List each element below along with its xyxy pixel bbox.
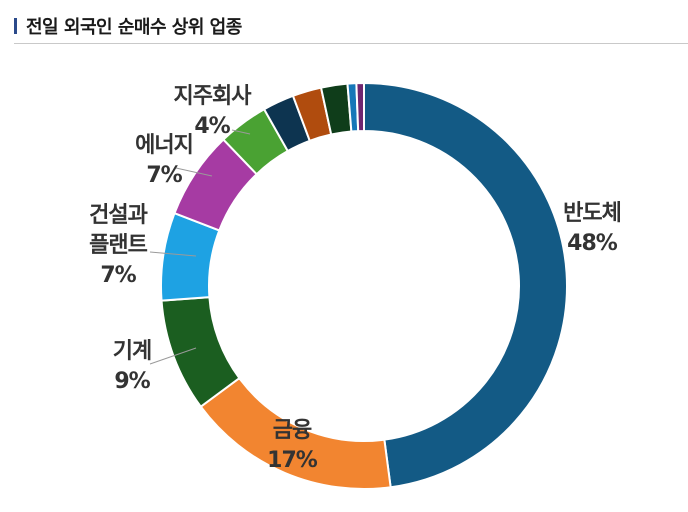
leader-line-machinery — [149, 347, 197, 365]
slice-semiconductor — [363, 81, 568, 489]
leader-line-energy — [175, 167, 213, 177]
slice-unlabeled-5 — [355, 81, 365, 133]
chart-header: 전일 외국인 순매수 상위 업종 — [14, 9, 688, 44]
data-label-construction-plant: 건설과 플랜트 7% — [89, 203, 147, 288]
data-label-energy: 에너지 7% — [135, 133, 193, 188]
data-label-machinery: 기계 9% — [113, 339, 151, 394]
leader-line-holding-company — [231, 129, 251, 135]
data-label-semiconductor: 반도체 48% — [563, 201, 621, 256]
leader-line-construction-plant — [149, 251, 197, 257]
data-label-finance: 금융 17% — [267, 418, 318, 473]
chart-title: 전일 외국인 순매수 상위 업종 — [26, 17, 242, 38]
data-label-holding-company: 지주회사 4% — [174, 84, 253, 139]
title-accent-bar — [14, 18, 17, 34]
